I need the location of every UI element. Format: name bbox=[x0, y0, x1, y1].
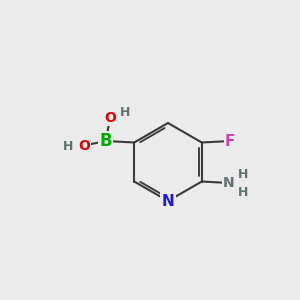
Text: F: F bbox=[225, 134, 236, 148]
Text: H: H bbox=[119, 106, 130, 119]
Text: O: O bbox=[104, 111, 116, 124]
Text: H: H bbox=[238, 186, 248, 199]
Text: N: N bbox=[223, 176, 235, 190]
Text: H: H bbox=[63, 140, 74, 154]
Text: B: B bbox=[99, 132, 112, 150]
Text: O: O bbox=[78, 139, 90, 152]
Text: H: H bbox=[238, 168, 248, 181]
Text: N: N bbox=[162, 194, 174, 208]
